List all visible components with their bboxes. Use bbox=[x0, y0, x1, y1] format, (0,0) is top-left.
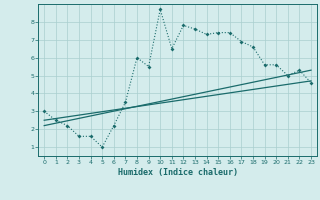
X-axis label: Humidex (Indice chaleur): Humidex (Indice chaleur) bbox=[118, 168, 238, 177]
